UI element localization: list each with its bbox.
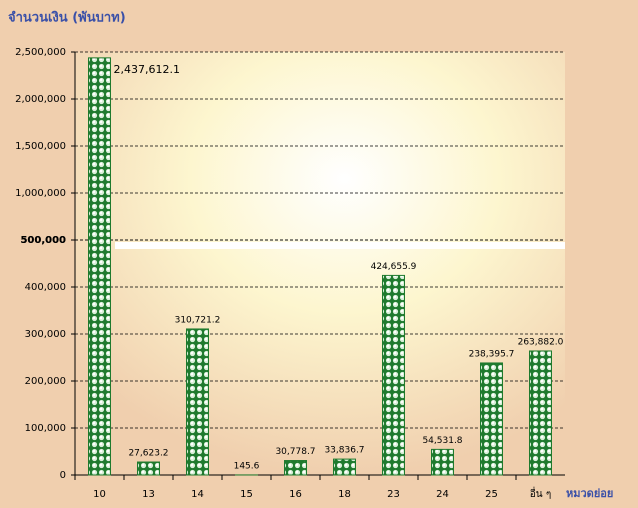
x-tick-label: 16 [289,489,302,500]
y-tick-label: 0 [60,470,66,481]
data-label: 263,882.0 [518,337,564,347]
y-axis-title: จำนวนเงิน (พันบาท) [8,10,126,26]
data-label: 238,395.7 [469,349,515,359]
x-tick-label: 25 [485,489,498,500]
data-label: 424,655.9 [371,262,417,272]
x-tick-label: 24 [436,489,449,500]
bar [333,458,356,476]
data-label: 310,721.2 [175,315,221,325]
data-label: 145.6 [234,461,260,471]
bar [137,461,160,476]
x-tick-label: 14 [191,489,204,500]
y-tick-label: 100,000 [25,423,66,434]
y-tick-label: 400,000 [25,282,66,293]
data-label: 2,437,612.1 [114,63,180,76]
bar [480,362,503,476]
x-tick-label: 10 [93,489,106,500]
data-label: 33,836.7 [324,446,364,456]
x-tick-label: 23 [387,489,400,500]
bar [186,328,209,476]
y-tick-label: 200,000 [25,376,66,387]
bar [284,460,307,476]
x-axis-title: หมวดย่อย [566,487,613,500]
data-label: 27,623.2 [128,449,168,459]
data-label: 54,531.8 [422,436,462,446]
x-tick-label: 15 [240,489,253,500]
x-tick-label: 18 [338,489,351,500]
y-tick-label: 1,000,000 [15,188,66,199]
axis-break [115,242,565,249]
x-tick-label: 13 [142,489,155,500]
y-tick-label: 500,000 [20,235,66,246]
bar [88,57,111,476]
y-tick-label: 2,000,000 [15,94,66,105]
bar [431,448,454,476]
x-tick-label: อื่น ๆ [530,486,551,500]
bar [529,350,552,476]
y-tick-label: 500,000 [20,235,66,246]
y-tick-label: 300,000 [25,329,66,340]
data-label: 30,778.7 [275,447,315,457]
y-tick-label: 2,500,000 [15,47,66,58]
bar [382,274,405,476]
y-tick-label: 1,500,000 [15,141,66,152]
